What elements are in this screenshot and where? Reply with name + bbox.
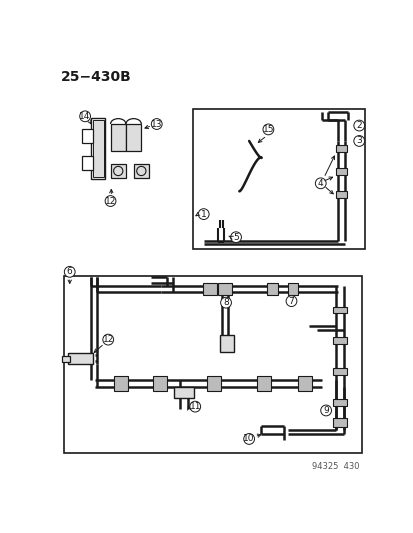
- Bar: [68, 353, 93, 364]
- Text: 1: 1: [200, 209, 206, 219]
- Bar: [91, 118, 105, 180]
- Text: 9: 9: [323, 406, 328, 415]
- Bar: [332, 399, 346, 406]
- Bar: [332, 337, 346, 344]
- Text: 3: 3: [356, 136, 361, 146]
- Bar: [218, 282, 232, 295]
- Text: 2: 2: [356, 121, 361, 130]
- Text: 14: 14: [79, 112, 90, 121]
- Bar: [332, 418, 346, 427]
- Bar: [297, 376, 311, 391]
- Circle shape: [136, 166, 146, 175]
- Bar: [110, 164, 126, 178]
- Text: 4: 4: [317, 179, 323, 188]
- Bar: [219, 335, 233, 352]
- Bar: [173, 387, 193, 398]
- Text: 13: 13: [151, 119, 162, 128]
- Bar: [206, 376, 220, 391]
- Bar: [335, 191, 346, 198]
- Circle shape: [113, 166, 123, 175]
- Text: 25−430B: 25−430B: [60, 70, 131, 84]
- Text: 7: 7: [288, 297, 294, 305]
- Circle shape: [353, 120, 364, 131]
- Bar: [335, 168, 346, 175]
- Bar: [332, 368, 346, 375]
- Bar: [110, 124, 126, 151]
- Bar: [82, 156, 93, 170]
- Circle shape: [230, 232, 241, 243]
- Circle shape: [198, 209, 209, 220]
- Text: 12: 12: [104, 197, 116, 206]
- Circle shape: [64, 266, 75, 277]
- Circle shape: [151, 119, 162, 130]
- Bar: [62, 356, 69, 362]
- Bar: [266, 282, 277, 295]
- Bar: [93, 120, 103, 177]
- Circle shape: [262, 124, 273, 135]
- Circle shape: [320, 405, 331, 416]
- Circle shape: [220, 297, 231, 308]
- Bar: [256, 376, 270, 391]
- Text: 11: 11: [189, 402, 200, 411]
- Bar: [82, 130, 93, 143]
- Circle shape: [105, 196, 116, 206]
- Circle shape: [243, 433, 254, 445]
- Circle shape: [315, 178, 325, 189]
- Bar: [64, 276, 361, 453]
- Text: 5: 5: [233, 233, 238, 241]
- Bar: [114, 376, 128, 391]
- Bar: [287, 282, 298, 295]
- Bar: [126, 124, 141, 151]
- Circle shape: [190, 401, 200, 412]
- Bar: [152, 376, 166, 391]
- Bar: [133, 164, 149, 178]
- Circle shape: [102, 334, 113, 345]
- Text: 8: 8: [223, 298, 228, 307]
- Bar: [202, 282, 216, 295]
- Circle shape: [353, 135, 364, 147]
- Text: 10: 10: [243, 434, 254, 443]
- Bar: [332, 306, 346, 313]
- Text: 12: 12: [102, 335, 114, 344]
- Text: 94325  430: 94325 430: [311, 462, 358, 471]
- Circle shape: [285, 296, 296, 306]
- Bar: [335, 145, 346, 152]
- Text: 6: 6: [66, 268, 72, 276]
- Circle shape: [80, 111, 90, 122]
- Bar: [192, 109, 364, 249]
- Text: 15: 15: [262, 125, 273, 134]
